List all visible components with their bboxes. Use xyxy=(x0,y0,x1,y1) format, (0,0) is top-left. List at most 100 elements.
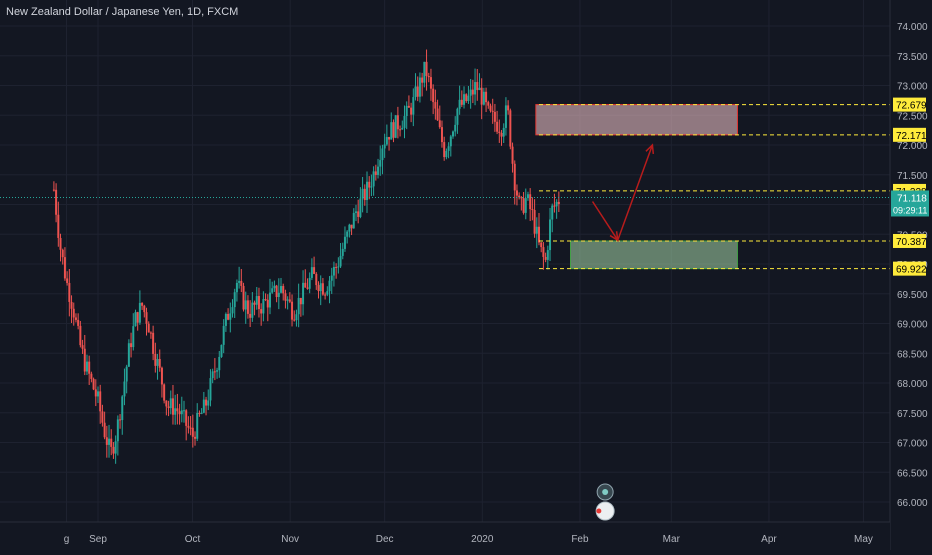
candle-body xyxy=(255,296,258,305)
candle-body xyxy=(354,211,357,213)
candle-body xyxy=(286,299,289,301)
candle-body xyxy=(326,291,329,295)
candle-body xyxy=(264,299,267,301)
candle-body xyxy=(229,313,232,320)
candle-body xyxy=(108,438,111,445)
candle-body xyxy=(112,446,115,454)
event-marker-dot xyxy=(602,489,609,495)
candle-body xyxy=(361,188,364,199)
candle-body xyxy=(529,194,532,210)
candle-body xyxy=(277,292,280,298)
candle-body xyxy=(101,411,104,423)
candle-body xyxy=(233,292,236,308)
candle-body xyxy=(489,105,492,111)
candle-body xyxy=(352,212,355,229)
candle-body xyxy=(182,410,185,412)
candle-body xyxy=(74,317,77,320)
candle-body xyxy=(77,319,80,326)
candle-body xyxy=(339,255,342,267)
candle-body xyxy=(178,411,181,415)
time-tick-label: Dec xyxy=(376,534,394,545)
price-tick-label: 67.500 xyxy=(897,409,928,420)
candle-body xyxy=(143,305,146,313)
candle-body xyxy=(513,163,516,191)
time-axis xyxy=(0,522,890,550)
candle-body xyxy=(443,142,446,158)
candle-body xyxy=(454,124,457,132)
candle-body xyxy=(496,121,499,132)
candle-body xyxy=(165,400,168,407)
candle-body xyxy=(423,61,426,83)
time-tick-label: Nov xyxy=(281,534,299,545)
level-tag-label: 72.679 xyxy=(896,101,927,112)
candle-body xyxy=(185,410,188,426)
level-tag xyxy=(893,127,926,142)
price-tick-label: 66.500 xyxy=(897,468,928,479)
candle-body xyxy=(500,132,503,137)
candle-body xyxy=(476,82,479,91)
candle-body xyxy=(427,75,430,78)
candle-body xyxy=(79,325,82,346)
candle-body xyxy=(116,419,119,442)
candle-body xyxy=(218,356,221,371)
candle-body xyxy=(491,110,494,112)
candle-body xyxy=(412,97,415,115)
candle-body xyxy=(452,131,455,137)
candle-body xyxy=(522,198,525,213)
candle-body xyxy=(418,77,421,97)
chart-title: New Zealand Dollar / Japanese Yen, 1D, F… xyxy=(6,6,239,18)
price-tick-label: 73.500 xyxy=(897,52,928,63)
candle-body xyxy=(240,280,243,286)
candle-body xyxy=(114,441,117,454)
candle-body xyxy=(463,94,466,105)
candle-body xyxy=(403,116,406,128)
candle-body xyxy=(231,307,234,314)
candle-body xyxy=(346,231,349,237)
candle-body xyxy=(319,283,322,292)
candle-body xyxy=(557,201,560,205)
candle-body xyxy=(145,312,148,324)
candle-body xyxy=(105,437,108,445)
candle-body xyxy=(467,95,470,102)
candle-body xyxy=(348,224,351,232)
candle-body xyxy=(553,205,556,207)
candle-body xyxy=(59,237,62,250)
candle-body xyxy=(163,384,166,401)
candle-body xyxy=(511,146,514,164)
last-price-label: 71.118 xyxy=(897,193,927,204)
candle-body xyxy=(169,398,172,409)
candle-body xyxy=(189,427,192,429)
candle-body xyxy=(343,236,346,249)
candle-body xyxy=(216,370,219,372)
candle-body xyxy=(335,266,338,268)
candle-body xyxy=(526,194,529,199)
candle-body xyxy=(81,345,84,349)
candle-body xyxy=(531,209,534,211)
candle-body xyxy=(66,278,69,283)
candle-body xyxy=(134,312,137,327)
candle-body xyxy=(399,129,402,131)
candle-body xyxy=(99,391,102,412)
candle-body xyxy=(366,181,369,201)
candle-body xyxy=(213,371,216,373)
candle-body xyxy=(200,412,203,414)
price-tick-label: 68.500 xyxy=(897,349,928,360)
candle-body xyxy=(127,343,130,367)
candle-body xyxy=(198,412,201,414)
candle-body xyxy=(90,373,93,379)
candle-body xyxy=(302,282,305,305)
candle-body xyxy=(280,286,283,293)
demand-zone xyxy=(570,240,738,270)
candle-body xyxy=(524,198,527,213)
candle-body xyxy=(138,302,141,323)
candle-body xyxy=(220,344,223,357)
candle-body xyxy=(341,248,344,256)
candle-body xyxy=(515,190,518,196)
candle-body xyxy=(421,77,424,83)
candle-body xyxy=(61,249,64,258)
candle-body xyxy=(313,267,316,274)
candle-body xyxy=(288,299,291,302)
candle-body xyxy=(158,358,161,368)
